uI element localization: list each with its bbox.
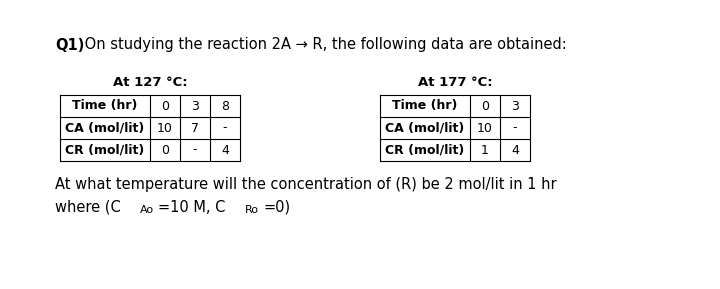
Text: 4: 4	[221, 144, 229, 157]
Text: 0: 0	[161, 144, 169, 157]
Text: Ao: Ao	[140, 205, 154, 215]
Text: CR (mol/lit): CR (mol/lit)	[66, 144, 145, 157]
Text: =0): =0)	[263, 199, 290, 214]
Text: At 127 °C:: At 127 °C:	[113, 75, 187, 88]
Text: -: -	[193, 144, 197, 157]
Text: 1: 1	[481, 144, 489, 157]
Text: On studying the reaction 2A → R, the following data are obtained:: On studying the reaction 2A → R, the fol…	[80, 38, 567, 53]
Text: 3: 3	[191, 99, 199, 112]
Text: 8: 8	[221, 99, 229, 112]
Text: =10 M, C: =10 M, C	[158, 199, 225, 214]
Text: 3: 3	[511, 99, 519, 112]
Text: 7: 7	[191, 121, 199, 134]
Text: Time (hr): Time (hr)	[392, 99, 458, 112]
Text: CA (mol/lit): CA (mol/lit)	[66, 121, 145, 134]
Text: -: -	[513, 121, 517, 134]
Text: Ro: Ro	[245, 205, 259, 215]
Text: At what temperature will the concentration of (R) be 2 mol/lit in 1 hr: At what temperature will the concentrati…	[55, 177, 557, 192]
Text: CA (mol/lit): CA (mol/lit)	[385, 121, 464, 134]
Text: 4: 4	[511, 144, 519, 157]
Text: 10: 10	[157, 121, 173, 134]
Text: 0: 0	[161, 99, 169, 112]
Text: 10: 10	[477, 121, 493, 134]
Text: CR (mol/lit): CR (mol/lit)	[385, 144, 464, 157]
Text: 0: 0	[481, 99, 489, 112]
Text: -: -	[222, 121, 228, 134]
Text: where (C: where (C	[55, 199, 121, 214]
Text: At 177 °C:: At 177 °C:	[418, 75, 492, 88]
Text: Q1): Q1)	[55, 38, 84, 53]
Text: Time (hr): Time (hr)	[72, 99, 138, 112]
